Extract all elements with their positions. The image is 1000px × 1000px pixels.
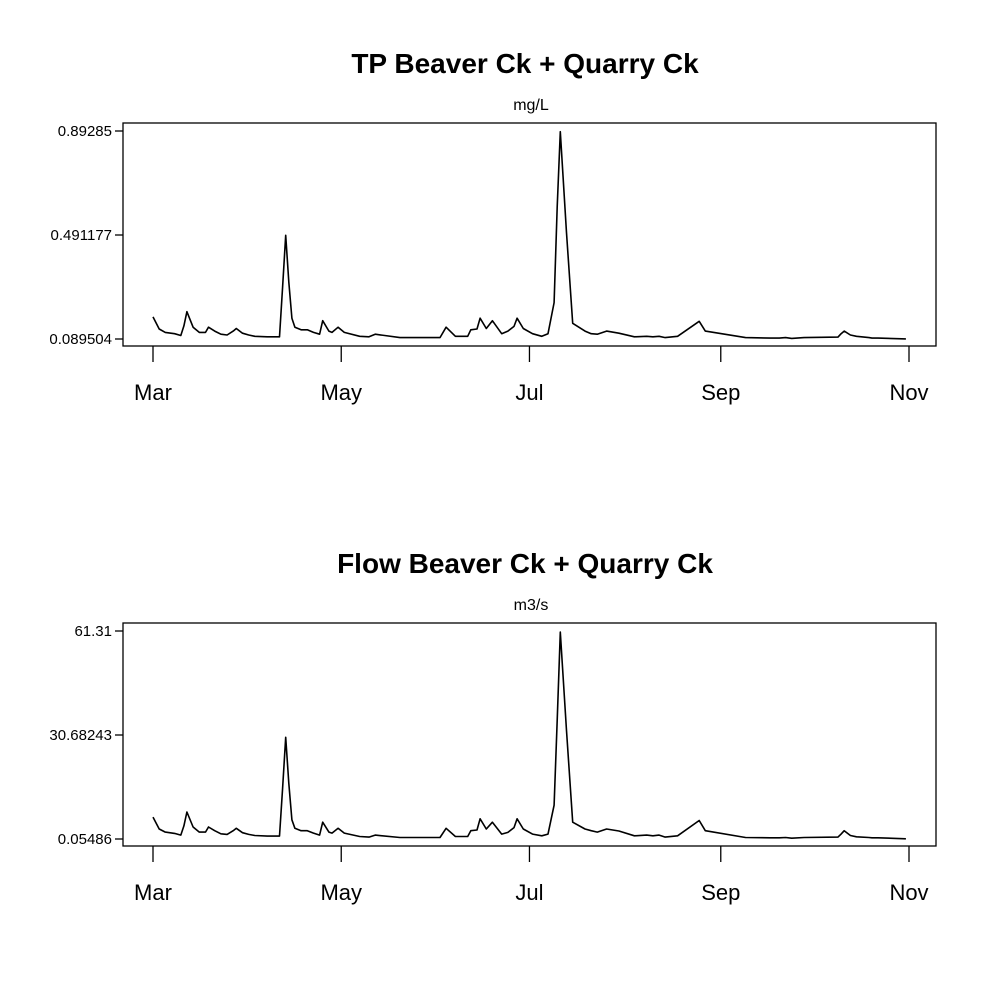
flow-x-tick-label: May bbox=[320, 880, 362, 905]
flow-y-tick-label: 61.31 bbox=[74, 623, 112, 640]
tp-x-tick-label: Jul bbox=[515, 380, 543, 405]
tp-chart-panel: TP Beaver Ck + Quarry Ck mg/L Mar May Jul S… bbox=[49, 48, 937, 405]
flow-chart-panel: Flow Beaver Ck + Quarry Ck m3/s Mar May Ju… bbox=[49, 548, 937, 905]
flow-chart-subtitle: m3/s bbox=[514, 597, 549, 614]
flow-x-axis: Mar May Jul Sep Nov bbox=[134, 846, 929, 905]
tp-chart-title: TP Beaver Ck + Quarry Ck bbox=[351, 48, 699, 79]
tp-x-axis: Mar May Jul Sep Nov bbox=[134, 346, 929, 405]
tp-y-axis: 0.089504 0.491177 0.89285 bbox=[49, 123, 123, 348]
flow-y-tick-label: 0.05486 bbox=[58, 831, 112, 848]
tp-plot-frame bbox=[122, 122, 937, 347]
flow-y-axis: 0.05486 30.68243 61.31 bbox=[49, 623, 123, 848]
flow-x-tick-label: Nov bbox=[889, 880, 928, 905]
tp-x-tick-label: May bbox=[320, 380, 362, 405]
tp-series-line bbox=[152, 130, 906, 340]
flow-x-tick-label: Sep bbox=[701, 880, 740, 905]
tp-y-tick-label: 0.491177 bbox=[51, 227, 112, 244]
tp-x-tick-label: Nov bbox=[889, 380, 928, 405]
flow-plot-frame bbox=[122, 622, 937, 847]
flow-chart-title: Flow Beaver Ck + Quarry Ck bbox=[337, 548, 713, 579]
tp-chart-subtitle: mg/L bbox=[513, 97, 549, 114]
tp-x-tick-label: Mar bbox=[134, 380, 172, 405]
tp-y-tick-label: 0.89285 bbox=[58, 123, 112, 140]
flow-series-line bbox=[152, 631, 906, 840]
flow-x-tick-label: Jul bbox=[515, 880, 543, 905]
tp-x-tick-label: Sep bbox=[701, 380, 740, 405]
flow-x-tick-label: Mar bbox=[134, 880, 172, 905]
flow-y-tick-label: 30.68243 bbox=[49, 727, 112, 744]
tp-y-tick-label: 0.089504 bbox=[49, 331, 112, 348]
